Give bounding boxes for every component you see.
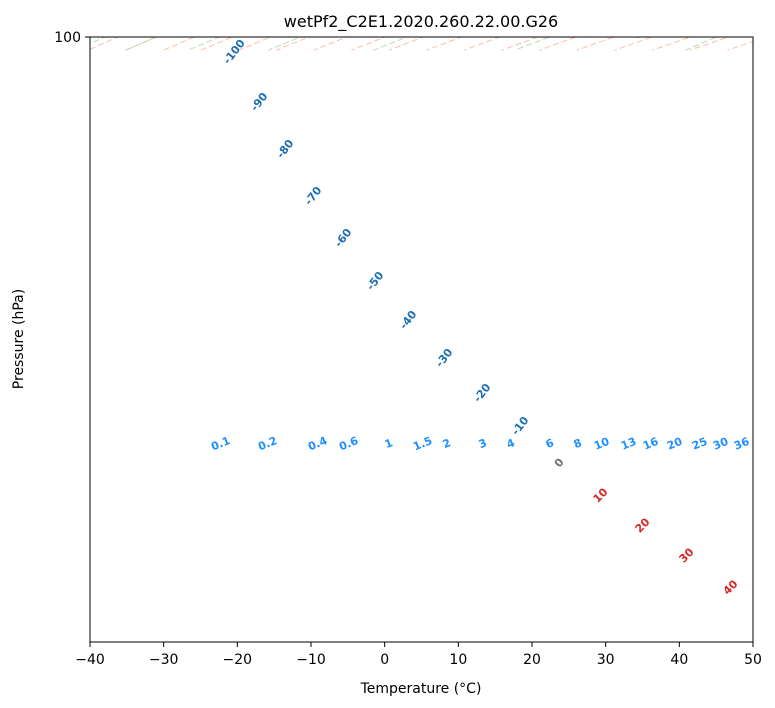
mixing-ratio-label: 10 <box>592 435 611 453</box>
moist-adiabat-line <box>685 37 718 51</box>
dry-adiabat-label: -90 <box>248 90 271 114</box>
mixing-ratio-label: 1 <box>383 436 395 451</box>
x-tick-label: −10 <box>296 652 326 668</box>
x-tick-label: 0 <box>380 652 389 668</box>
moist-adiabat-label: 10 <box>591 485 611 505</box>
dewpoint-line <box>585 37 588 38</box>
mixing-ratio-label: 3 <box>477 436 489 451</box>
mixing-ratio-label: 16 <box>641 435 660 453</box>
moist-adiabat-label: 40 <box>721 577 741 597</box>
plot-frame <box>89 36 754 643</box>
mixing-ratio-label: 1.5 <box>411 434 434 453</box>
isotherm-line <box>531 37 532 38</box>
y-tick-label: 100 <box>54 30 81 46</box>
x-tick-label: 10 <box>449 652 467 668</box>
dry-adiabat-label: -30 <box>433 346 456 370</box>
x-tick-label: −20 <box>223 652 253 668</box>
axes: −40−30−20−100102030405010020030040050060… <box>54 30 762 668</box>
plot-area: -100-90-80-70-60-50-40-30-20-10010203040… <box>90 0 775 598</box>
mixing-ratio-label: 20 <box>665 435 684 453</box>
x-tick-label: −40 <box>75 652 105 668</box>
dry-adiabat-label: -60 <box>332 226 355 250</box>
mixing-ratio-label: 0.1 <box>209 434 232 453</box>
dry-adiabat-label: -50 <box>364 269 387 293</box>
dry-adiabat-label: -20 <box>471 381 494 405</box>
x-tick-label: 30 <box>597 652 615 668</box>
moist-adiabat-label: 20 <box>633 515 653 535</box>
sounding-series <box>585 37 641 38</box>
moist-adiabat-label: 30 <box>677 545 697 565</box>
mixing-ratio-label: 0.2 <box>256 434 279 453</box>
adiabat-labels: -100-90-80-70-60-50-40-30-20-10010203040… <box>209 37 751 598</box>
dry-adiabat-label: -100 <box>221 37 248 67</box>
mixing-ratio-label: 2 <box>441 436 453 451</box>
dry-adiabat-label: -70 <box>302 184 325 208</box>
dry-adiabat-line <box>539 37 578 51</box>
mixing-ratio-label: 36 <box>732 435 751 453</box>
mixing-ratio-label: 6 <box>544 436 556 451</box>
y-axis-label: Pressure (hPa) <box>11 289 27 389</box>
dry-adiabat-label: -10 <box>509 414 532 438</box>
dry-adiabat-label: -40 <box>397 308 420 332</box>
chart-title: wetPf2_C2E1.2020.260.22.00.G26 <box>284 12 558 32</box>
temperature-line <box>637 37 641 38</box>
mixing-ratio-label: 25 <box>690 435 709 453</box>
mixing-ratio-label: 30 <box>711 435 730 453</box>
mixing-ratio-label: 8 <box>572 436 584 451</box>
dry-adiabat-line <box>576 37 616 51</box>
x-tick-label: 40 <box>670 652 688 668</box>
dry-adiabat-line <box>765 0 775 50</box>
mixing-ratio-label: 0.4 <box>306 434 329 453</box>
dry-adiabat-label: 0 <box>552 456 567 470</box>
dry-adiabat-line <box>727 41 753 51</box>
x-tick-label: 50 <box>744 652 762 668</box>
isotherm-line <box>752 37 753 38</box>
dry-adiabat-line <box>652 37 692 51</box>
x-tick-label: −30 <box>149 652 179 668</box>
mixing-ratio-label: 13 <box>619 435 638 453</box>
x-tick-label: 20 <box>523 652 541 668</box>
isotherm-line <box>605 37 606 38</box>
dry-adiabat-label: -80 <box>274 137 297 161</box>
x-axis-label: Temperature (°C) <box>360 681 482 697</box>
isotherm-line <box>678 37 680 38</box>
mixing-ratio-label: 0.6 <box>337 434 360 453</box>
mixing-ratio-label: 4 <box>505 436 517 451</box>
